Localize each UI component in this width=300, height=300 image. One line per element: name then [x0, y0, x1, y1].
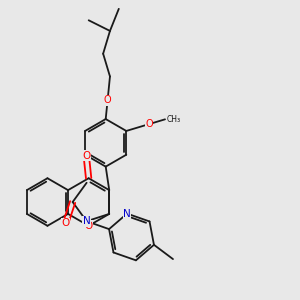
Text: N: N	[83, 216, 91, 226]
Text: O: O	[61, 218, 70, 228]
Text: CH₃: CH₃	[167, 115, 181, 124]
Text: O: O	[145, 119, 153, 129]
Text: N: N	[123, 208, 131, 219]
Text: O: O	[104, 95, 111, 105]
Text: O: O	[82, 151, 90, 160]
Text: O: O	[85, 221, 93, 231]
